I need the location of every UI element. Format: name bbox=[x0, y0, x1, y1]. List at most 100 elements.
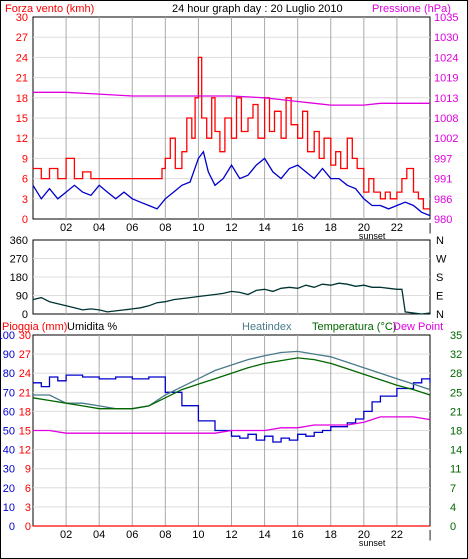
compass-ytick-label: N bbox=[436, 235, 444, 247]
temp-ytick-label: 25 bbox=[450, 387, 462, 399]
wind-ytick-label: 18 bbox=[16, 93, 28, 105]
humidity-ytick-label: 40 bbox=[3, 445, 15, 457]
compass-ytick-label: S bbox=[436, 272, 443, 284]
direction-line bbox=[32, 282, 431, 315]
wind-ytick-label: 27 bbox=[16, 32, 28, 44]
wind-xtick-label: 06 bbox=[126, 222, 138, 234]
wind-ytick-label: 15 bbox=[16, 113, 28, 125]
rain-axis-label: Pioggia (mm) bbox=[2, 321, 67, 333]
pressure-ytick-label: 986 bbox=[434, 194, 452, 206]
rain-ytick-label: 30 bbox=[19, 330, 31, 342]
temp-xtick-label: 04 bbox=[93, 529, 105, 541]
temp-ytick-label: 18 bbox=[450, 426, 462, 438]
temp-xtick-label: | bbox=[429, 529, 432, 541]
wind-axis-label: Forza vento (kmh) bbox=[5, 3, 94, 15]
humidity-ytick-label: 20 bbox=[3, 483, 15, 495]
wind-xtick-label: 02 bbox=[60, 222, 72, 234]
dewpoint-line bbox=[33, 416, 431, 434]
compass-ytick-label: N bbox=[436, 309, 444, 321]
pressure-ytick-label: 1013 bbox=[434, 93, 458, 105]
humidity-ytick-label: 60 bbox=[3, 406, 15, 418]
temp-ytick-label: 14 bbox=[450, 445, 462, 457]
temp-xtick-label: 16 bbox=[292, 529, 304, 541]
wind-ytick-label: 24 bbox=[16, 52, 28, 64]
temp-ytick-label: 4 bbox=[450, 502, 456, 514]
pressure-ytick-label: 980 bbox=[434, 214, 452, 226]
humidity-ytick-label: 50 bbox=[3, 426, 15, 438]
rain-ytick-label: 18 bbox=[19, 406, 31, 418]
temp-xtick-label: 20 bbox=[358, 529, 370, 541]
direction-ytick-label: 90 bbox=[16, 291, 28, 303]
wind-sunset-label: sunset bbox=[359, 231, 386, 241]
rain-ytick-label: 0 bbox=[25, 521, 31, 533]
temp-ytick-label: 21 bbox=[450, 406, 462, 418]
wind-ytick-label: 9 bbox=[22, 153, 28, 165]
rain-ytick-label: 3 bbox=[25, 502, 31, 514]
temp-ytick-label: 28 bbox=[450, 368, 462, 380]
humidity-ytick-label: 10 bbox=[3, 502, 15, 514]
pressure-ytick-label: 1035 bbox=[434, 12, 458, 24]
pressure-ytick-label: 1008 bbox=[434, 113, 458, 125]
rain-ytick-label: 24 bbox=[19, 368, 31, 380]
wind-xtick-label: 22 bbox=[391, 222, 403, 234]
temperature-line bbox=[32, 357, 431, 410]
temp-xtick-label: 22 bbox=[391, 529, 403, 541]
wind-ytick-label: 30 bbox=[16, 12, 28, 24]
temp-xtick-label: 06 bbox=[126, 529, 138, 541]
temp-ytick-label: 11 bbox=[450, 464, 461, 476]
wind-ytick-label: 0 bbox=[22, 214, 28, 226]
chart-title: 24 hour graph day : 20 Luglio 2010 bbox=[172, 3, 343, 15]
temp-sunset-label: sunset bbox=[359, 538, 386, 548]
rain-ytick-label: 12 bbox=[19, 445, 31, 457]
rain-ytick-label: 15 bbox=[19, 426, 31, 438]
temp-xtick-label: 08 bbox=[159, 529, 171, 541]
wind-ytick-label: 21 bbox=[16, 73, 28, 85]
rain-ytick-label: 6 bbox=[25, 483, 31, 495]
humidity-ytick-label: 70 bbox=[3, 387, 15, 399]
pressure-ytick-label: 1030 bbox=[434, 32, 458, 44]
wind-xtick-label: 10 bbox=[192, 222, 204, 234]
temp-xtick-label: 12 bbox=[225, 529, 237, 541]
temp-xtick-label: 10 bbox=[192, 529, 204, 541]
pressure-ytick-label: 1019 bbox=[434, 73, 458, 85]
pressure-ytick-label: 991 bbox=[434, 174, 452, 186]
heatindex-legend: Heatindex bbox=[242, 321, 292, 333]
temp-ytick-label: 7 bbox=[450, 483, 456, 495]
direction-ytick-label: 270 bbox=[10, 254, 28, 266]
temp-ytick-label: 0 bbox=[450, 521, 456, 533]
dewpoint-legend: Dew Point bbox=[393, 321, 443, 333]
temp-ytick-label: 32 bbox=[450, 349, 462, 361]
wind-ytick-label: 12 bbox=[16, 133, 28, 145]
wind-xtick-label: 04 bbox=[93, 222, 105, 234]
direction-ytick-label: 360 bbox=[10, 235, 28, 247]
temp-ytick-label: 35 bbox=[450, 330, 462, 342]
wind-xtick-label: 20 bbox=[358, 222, 370, 234]
compass-ytick-label: E bbox=[436, 291, 443, 303]
humidity-ytick-label: 80 bbox=[3, 368, 15, 380]
wind-xtick-label: | bbox=[429, 222, 432, 234]
humidity-ytick-label: 100 bbox=[0, 330, 15, 342]
rain-ytick-label: 27 bbox=[19, 349, 31, 361]
humidity-ytick-label: 30 bbox=[3, 464, 15, 476]
wind-xtick-label: 16 bbox=[292, 222, 304, 234]
pressure-axis-label: Pressione (hPa) bbox=[372, 3, 451, 15]
temp-xtick-label: 14 bbox=[258, 529, 270, 541]
temp-xtick-label: 18 bbox=[325, 529, 337, 541]
wind-ytick-label: 6 bbox=[22, 174, 28, 186]
wind-xtick-label: 08 bbox=[159, 222, 171, 234]
pressure-ytick-label: 1002 bbox=[434, 133, 458, 145]
pressure-ytick-label: 997 bbox=[434, 153, 452, 165]
compass-ytick-label: W bbox=[436, 254, 447, 266]
wind-average-line bbox=[32, 150, 431, 217]
humidity-ytick-label: 0 bbox=[9, 521, 15, 533]
direction-ytick-label: 180 bbox=[10, 272, 28, 284]
heatindex-line bbox=[33, 350, 431, 410]
direction-ytick-label: 0 bbox=[22, 309, 28, 321]
wind-ytick-label: 3 bbox=[22, 194, 28, 206]
humidity-axis-label: Umidita % bbox=[67, 321, 117, 333]
wind-xtick-label: 18 bbox=[325, 222, 337, 234]
humidity-line bbox=[33, 374, 431, 443]
temp-xtick-label: 02 bbox=[60, 529, 72, 541]
